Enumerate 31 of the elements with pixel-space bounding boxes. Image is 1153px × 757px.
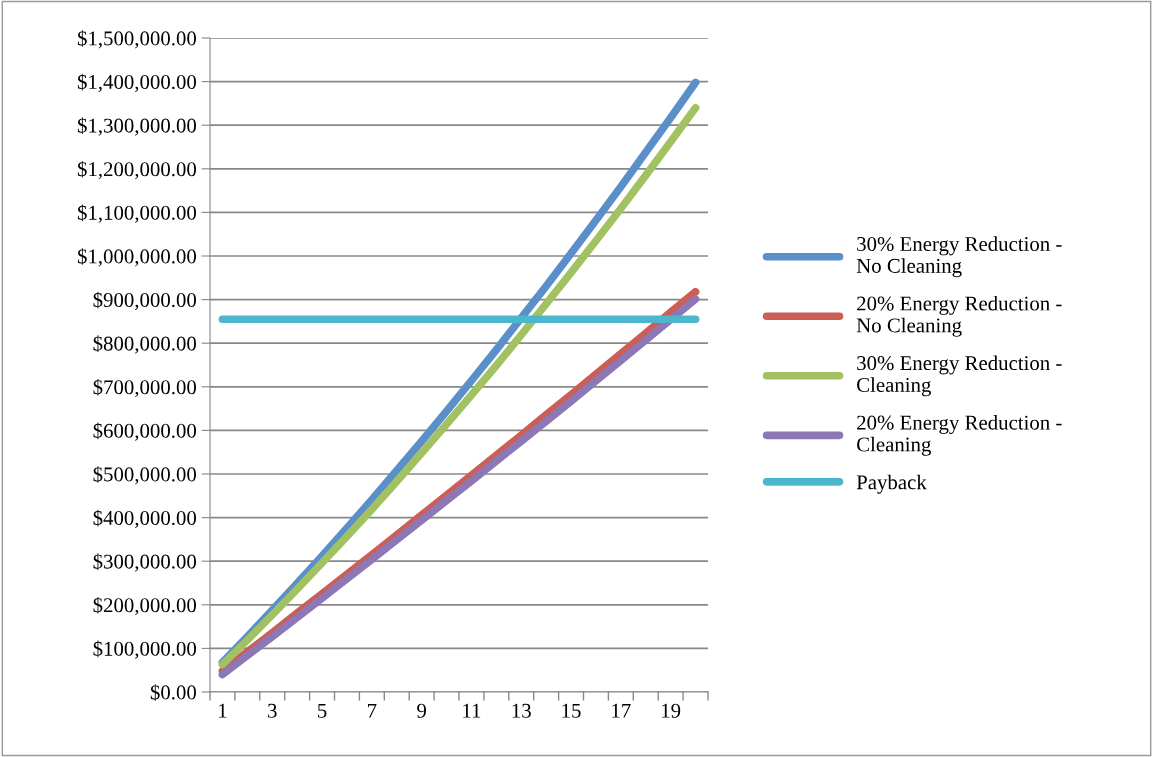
y-tick-label: $1,300,000.00: [77, 117, 197, 136]
y-tick-label: $1,100,000.00: [77, 204, 197, 223]
y-tick-label: $800,000.00: [93, 335, 197, 354]
legend-label: 30% Energy Reduction - Cleaning: [857, 355, 1062, 397]
x-tick-label: 5: [318, 703, 327, 718]
x-tick-label: 3: [268, 703, 277, 718]
y-tick-label: $1,200,000.00: [77, 160, 197, 180]
y-tick-label: $900,000.00: [93, 291, 197, 311]
y-tick-label: $400,000.00: [93, 509, 197, 529]
y-tick-label: $0.00: [150, 684, 197, 701]
x-tick-label: 19: [662, 703, 681, 718]
y-tick-label: $1,500,000.00: [77, 30, 197, 49]
x-tick-label: 9: [417, 703, 427, 718]
y-tick-label: $1,000,000.00: [77, 248, 197, 267]
x-tick-label: 15: [562, 703, 581, 718]
x-tick-label: 11: [463, 703, 481, 718]
legend-label: Payback: [856, 474, 927, 494]
y-tick-label: $500,000.00: [93, 466, 197, 485]
y-tick-label: $300,000.00: [93, 553, 197, 572]
legend-label: 20% Energy Reduction - No Cleaning: [856, 295, 1062, 337]
y-tick-label: $1,400,000.00: [77, 73, 197, 93]
y-tick-label: $200,000.00: [93, 596, 197, 616]
y-tick-label: $700,000.00: [93, 378, 197, 398]
legend-label: 30% Energy Reduction - No Cleaning: [856, 236, 1062, 278]
x-tick-label: 7: [368, 703, 377, 718]
y-tick-label: $100,000.00: [93, 640, 197, 659]
x-tick-label: 17: [612, 703, 631, 718]
y-tick-label: $600,000.00: [93, 422, 197, 441]
x-tick-label: 13: [512, 703, 531, 718]
x-tick-label: 1: [219, 703, 227, 718]
legend-label: 20% Energy Reduction - Cleaning: [857, 415, 1062, 456]
